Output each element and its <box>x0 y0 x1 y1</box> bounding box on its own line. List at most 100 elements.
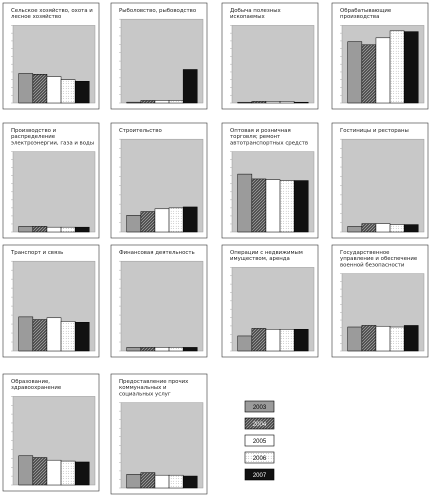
bar-2003 <box>237 173 253 233</box>
legend-item: 2007 <box>244 468 275 481</box>
chart-title: Рыболовство, рыбоводство <box>119 8 196 14</box>
charts-layer: Сельское хозяйство, охота и лесное хозяйс… <box>2 2 429 495</box>
bar-2004 <box>251 101 267 104</box>
bar-2003 <box>126 101 142 104</box>
chart-title: Финансовая деятельность <box>119 250 195 256</box>
bar-2007 <box>403 31 419 104</box>
legend-label: 2007 <box>253 473 267 479</box>
chart-panel: Транспорт и связь <box>2 244 100 358</box>
bar-2005 <box>46 459 62 486</box>
bar-2005 <box>265 329 281 352</box>
bar-2006 <box>60 321 76 352</box>
bar-2006 <box>389 326 405 352</box>
bar-2007 <box>182 206 198 233</box>
legend-item: 2006 <box>244 451 275 464</box>
chart-title: Производство и распределение электроэнерги… <box>11 128 94 146</box>
legend-label: 2003 <box>253 405 267 411</box>
bar-2005 <box>375 325 391 352</box>
bar-2003 <box>18 226 34 233</box>
chart-panel: Оптовая и розничная торговля; ремонт автот… <box>221 122 319 239</box>
bar-2005 <box>265 179 281 233</box>
bar-2003 <box>126 474 142 489</box>
legend: 2003 2004 2005 2006 2007 <box>244 400 275 481</box>
bar-2005 <box>375 223 391 233</box>
bar-2007 <box>293 101 309 104</box>
chart-panel: Сельское хозяйство, охота и лесное хозяйс… <box>2 2 100 110</box>
chart-panel: Производство и распределение электроэнерги… <box>2 122 100 239</box>
bar-2004 <box>32 319 48 352</box>
chart-panel: Финансовая деятельность <box>110 244 208 358</box>
plot-area <box>12 151 96 233</box>
chart-title: Государственное управление и обеспечение в… <box>340 250 418 268</box>
bar-2004 <box>361 223 377 233</box>
bar-2006 <box>60 460 76 486</box>
bar-2003 <box>347 226 363 233</box>
legend-item: 2004 <box>244 417 275 430</box>
chart-panel: Обрабатывающие производства <box>331 2 429 110</box>
chart-panel: Государственное управление и обеспечение в… <box>331 244 429 358</box>
chart-title: Сельское хозяйство, охота и лесное хозяйс… <box>11 7 93 20</box>
legend-label: 2006 <box>253 456 267 462</box>
bar-2006 <box>279 101 295 104</box>
bar-2003 <box>18 73 34 104</box>
bar-2004 <box>251 328 267 352</box>
chart-panel: Образование, здравоохранение <box>2 373 100 492</box>
chart-title: Предоставление прочих коммунальных и социа… <box>119 379 189 397</box>
bar-2007 <box>74 461 90 486</box>
bar-2004 <box>361 44 377 104</box>
bar-2006 <box>60 79 76 104</box>
bar-2004 <box>140 100 156 104</box>
bar-2005 <box>154 474 170 489</box>
bar-2006 <box>389 30 405 104</box>
bar-2007 <box>403 224 419 233</box>
bar-2007 <box>182 69 198 104</box>
bar-2006 <box>168 100 184 104</box>
legend-swatch <box>244 451 275 464</box>
bar-2006 <box>389 224 405 233</box>
bar-2005 <box>154 100 170 104</box>
chart-title: Добыча полезных ископаемых <box>230 8 282 20</box>
bar-2005 <box>154 208 170 233</box>
chart-title: Обрабатывающие производства <box>340 8 392 20</box>
bar-2006 <box>168 474 184 489</box>
bar-2005 <box>375 37 391 104</box>
bar-2006 <box>168 347 184 352</box>
bar-2003 <box>18 455 34 486</box>
bar-2004 <box>32 226 48 233</box>
chart-panel: Предоставление прочих коммунальных и социа… <box>110 373 208 495</box>
chart-title: Оптовая и розничная торговля; ремонт автот… <box>230 128 308 146</box>
chart-title: Строительство <box>119 128 162 134</box>
chart-panel: Строительство <box>110 122 208 239</box>
bar-2006 <box>60 226 76 233</box>
legend-swatch <box>244 468 275 481</box>
chart-panel: Рыболовство, рыбоводство <box>110 2 208 110</box>
legend-label: 2005 <box>253 439 267 445</box>
bar-2004 <box>251 178 267 233</box>
chart-title: Транспорт и связь <box>10 250 63 256</box>
bar-2003 <box>347 326 363 352</box>
bar-2004 <box>32 74 48 104</box>
bar-2007 <box>74 81 90 104</box>
plot-area <box>231 25 315 104</box>
bar-2007 <box>293 180 309 233</box>
chart-panel: Добыча полезных ископаемых <box>221 2 319 110</box>
bar-2005 <box>46 317 62 352</box>
bar-2003 <box>126 215 142 233</box>
chart-panel: Гостиницы и рестораны <box>331 122 429 239</box>
legend-item: 2003 <box>244 400 275 413</box>
bar-2007 <box>74 322 90 352</box>
bar-2005 <box>46 226 62 233</box>
bar-2006 <box>279 329 295 352</box>
bar-2003 <box>237 101 253 104</box>
bar-2007 <box>293 329 309 352</box>
bar-2005 <box>265 101 281 104</box>
plot-area <box>341 138 425 233</box>
bar-2006 <box>168 207 184 233</box>
legend-item: 2005 <box>244 434 275 447</box>
chart-title: Гостиницы и рестораны <box>340 128 409 134</box>
bar-2003 <box>18 316 34 352</box>
plot-area <box>120 260 204 352</box>
chart-panel: Операции с недвижимым имуществом, аренда <box>221 244 319 358</box>
bar-2005 <box>154 347 170 352</box>
